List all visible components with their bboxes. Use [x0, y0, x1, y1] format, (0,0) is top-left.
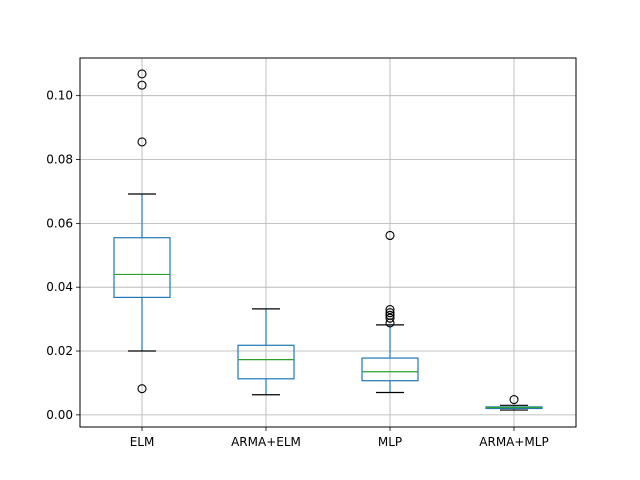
- outlier-point: [385, 304, 395, 315]
- box-group-arma-elm: [237, 308, 295, 396]
- box-group-arma-mlp: [485, 394, 543, 411]
- outlier-point: [137, 137, 147, 147]
- box-iqr: [113, 237, 171, 299]
- y-tick-label: 0.08: [46, 153, 73, 167]
- axis-ticks: 0.00 0.02 0.04 0.06 0.08 0.10 ELM ARMA+ELM MLP AR…: [46, 89, 548, 449]
- outlier-point: [385, 310, 395, 320]
- y-tick-label: 0.02: [46, 344, 73, 358]
- x-tick-label: ARMA+MLP: [479, 435, 548, 449]
- box-iqr: [237, 344, 295, 380]
- plot-frame: [79, 57, 577, 428]
- x-tick-label: ARMA+ELM: [231, 435, 301, 449]
- outlier-point: [137, 69, 147, 79]
- outlier-point: [137, 80, 147, 90]
- outlier-point: [385, 308, 395, 318]
- outlier-point: [385, 230, 395, 241]
- y-tick-label: 0.10: [46, 89, 73, 103]
- box-group-elm: [113, 69, 171, 394]
- outlier-point: [385, 313, 395, 323]
- box-group-mlp: [361, 230, 419, 394]
- y-tick-label: 0.04: [46, 280, 73, 294]
- y-tick-label: 0.06: [46, 216, 73, 230]
- x-tick-label: ELM: [130, 435, 155, 449]
- box-iqr: [361, 357, 419, 382]
- x-tick-label: MLP: [378, 435, 402, 449]
- y-tick-label: 0.00: [46, 408, 73, 422]
- outlier-point: [509, 394, 519, 405]
- outlier-point: [137, 384, 147, 394]
- grid-lines: [80, 58, 576, 427]
- boxes: [113, 69, 543, 411]
